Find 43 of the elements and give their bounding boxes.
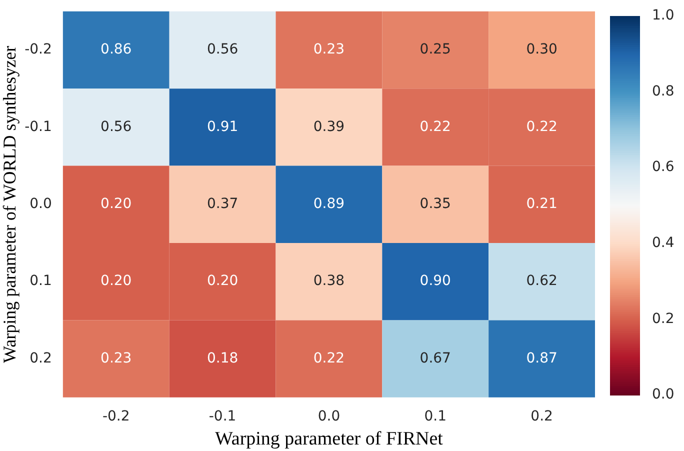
data-label: 0.91 — [206, 118, 238, 135]
y-tick-label: 0.0 — [30, 196, 52, 212]
color-bar-label: 0.6 — [652, 159, 674, 176]
x-tick-label: 0.2 — [530, 408, 553, 424]
y-tick-label: 0.1 — [30, 273, 52, 290]
data-label: 0.56 — [100, 118, 132, 135]
x-tick-label: -0.1 — [208, 408, 236, 424]
y-axis-title: Warping parameter of WORLD synthesyzer — [0, 46, 20, 363]
data-label: 0.22 — [420, 118, 451, 135]
data-label: 0.56 — [206, 42, 238, 58]
data-label: 0.23 — [313, 42, 345, 58]
data-label: 0.39 — [313, 118, 345, 135]
x-axis-title: Warping parameter of FIRNet — [214, 428, 444, 450]
data-label: 0.25 — [420, 42, 451, 58]
x-tick-label: -0.2 — [102, 408, 130, 424]
y-tick-label: -0.1 — [24, 118, 52, 135]
data-label: 0.37 — [206, 196, 238, 212]
data-label: 0.67 — [420, 350, 451, 366]
data-label: 0.20 — [206, 273, 238, 290]
x-tick-label: 0.1 — [424, 408, 447, 424]
data-label: 0.62 — [526, 273, 558, 290]
data-label: 0.89 — [313, 196, 345, 212]
data-label: 0.22 — [526, 118, 558, 135]
data-label: 0.87 — [526, 350, 558, 366]
data-label: 0.38 — [313, 273, 345, 290]
data-label: 0.18 — [206, 350, 238, 366]
color-bar-label: 0.0 — [652, 386, 674, 403]
data-label: 0.20 — [100, 196, 132, 212]
color-bar-label: 0.2 — [652, 310, 674, 327]
data-label: 0.23 — [100, 350, 132, 366]
x-tick-label: 0.0 — [318, 408, 340, 424]
data-label: 0.20 — [100, 273, 132, 290]
y-tick-label: -0.2 — [24, 42, 52, 58]
data-label: 0.35 — [420, 196, 451, 212]
data-label: 0.86 — [100, 42, 132, 58]
data-label: 0.90 — [420, 273, 451, 290]
color-bar-label: 1.0 — [652, 8, 674, 24]
data-label: 0.21 — [526, 196, 558, 212]
data-label: 0.30 — [526, 42, 558, 58]
data-label: 0.22 — [313, 350, 345, 366]
y-tick-label: 0.2 — [30, 350, 52, 366]
color-bar-label: 0.8 — [652, 83, 674, 100]
color-bar-label: 0.4 — [652, 235, 674, 252]
